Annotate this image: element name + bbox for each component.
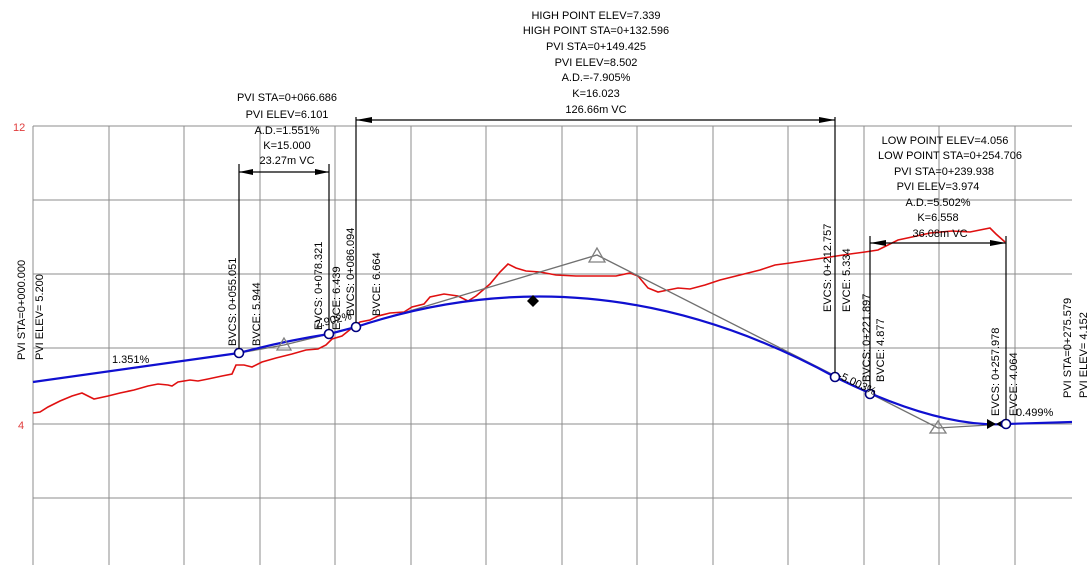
curve3-pvi-elev: PVI ELEV=3.974 bbox=[897, 181, 980, 193]
curve3-ad: A.D.=5.502% bbox=[905, 197, 970, 209]
grade-label-1: 1.351% bbox=[112, 354, 150, 366]
curve1-vc-length: 23.27m VC bbox=[259, 155, 314, 167]
curve2-info: HIGH POINT ELEV=7.339 HIGH POINT STA=0+1… bbox=[523, 10, 669, 116]
curve1-bvc-sta: BVCS: 0+055.051 bbox=[227, 258, 239, 346]
low-point-marker bbox=[987, 419, 996, 429]
curve2-vc-length: 126.66m VC bbox=[565, 104, 626, 116]
elevation-label-12: 12 bbox=[13, 122, 25, 134]
curve3-evc-sta: EVCS: 0+257.978 bbox=[990, 328, 1002, 416]
curve-dimension-lines bbox=[238, 117, 1007, 420]
curve3-evc-elev: EVCE: 4.064 bbox=[1008, 352, 1020, 416]
curve2-bvc-sta: BVCS: 0+086.094 bbox=[345, 228, 357, 316]
bvc-point-curve2 bbox=[350, 321, 362, 333]
curve3-k: K=6.558 bbox=[917, 212, 958, 224]
curve2-ad: A.D.=-7.905% bbox=[562, 72, 631, 84]
curve2-pvi-elev: PVI ELEV=8.502 bbox=[555, 57, 638, 69]
profile-grid bbox=[32, 125, 1072, 565]
end-pvi-sta: PVI STA=0+275.579 bbox=[1062, 298, 1074, 398]
curve2-bvc-elev: BVCE: 6.664 bbox=[371, 252, 383, 316]
bvc-point-curve1 bbox=[233, 347, 245, 359]
existing-ground-line bbox=[32, 227, 1006, 414]
curve1-pvi-sta: PVI STA=0+066.686 bbox=[237, 92, 337, 104]
curve1-pvi-elev: PVI ELEV=6.101 bbox=[246, 109, 329, 121]
high-point-diamond bbox=[527, 295, 539, 307]
curve1-bvc-elev: BVCE: 5.944 bbox=[251, 282, 263, 346]
curve3-pvi-sta: PVI STA=0+239.938 bbox=[894, 166, 994, 178]
curve3-low-point-elev: LOW POINT ELEV=4.056 bbox=[882, 135, 1009, 147]
station-labels: BVCS: 0+055.051 BVCE: 5.944 EVCS: 0+078.… bbox=[16, 224, 1090, 416]
pvi-triangle-1 bbox=[275, 336, 293, 351]
curve2-high-point-elev: HIGH POINT ELEV=7.339 bbox=[531, 10, 660, 22]
curve2-evc-sta: EVCS: 0+212.757 bbox=[822, 224, 834, 312]
curve2-high-point-sta: HIGH POINT STA=0+132.596 bbox=[523, 25, 669, 37]
pvi-markers bbox=[275, 246, 948, 434]
curve1-evc-sta: EVCS: 0+078.321 bbox=[313, 242, 325, 330]
curve3-low-point-sta: LOW POINT STA=0+254.706 bbox=[878, 150, 1022, 162]
curve-points bbox=[233, 321, 1012, 430]
curve2-k: K=16.023 bbox=[572, 88, 619, 100]
evc-point-curve3 bbox=[1000, 418, 1012, 430]
design-profile-line bbox=[32, 295, 1073, 426]
end-pvi-elev: PVI ELEV= 4.152 bbox=[1078, 312, 1090, 398]
curve3-bvc-elev: BVCE: 4.877 bbox=[875, 318, 887, 382]
curve1-k: K=15.000 bbox=[263, 140, 310, 152]
start-pvi-elev: PVI ELEV= 5.200 bbox=[34, 274, 46, 360]
curve3-vc-length: 36.08m VC bbox=[912, 228, 967, 240]
elevation-label-4: 4 bbox=[18, 420, 24, 432]
curve3-bvc-sta: BVCS: 0+221.897 bbox=[861, 294, 873, 382]
curve1-evc-elev: EVCE: 6.439 bbox=[331, 266, 343, 330]
curve2-pvi-sta: PVI STA=0+149.425 bbox=[546, 41, 646, 53]
curve3-info: LOW POINT ELEV=4.056 LOW POINT STA=0+254… bbox=[878, 135, 1022, 240]
start-pvi-sta: PVI STA=0+000.000 bbox=[16, 260, 28, 360]
pvi-triangle-3 bbox=[928, 419, 948, 434]
curve1-info: PVI STA=0+066.686 PVI ELEV=6.101 A.D.=1.… bbox=[237, 92, 337, 167]
vertical-tangent-lines bbox=[238, 254, 1073, 429]
grade-label-4: 0.499% bbox=[1016, 407, 1054, 419]
curve1-ad: A.D.=1.551% bbox=[254, 125, 319, 137]
pvi-triangle-2 bbox=[587, 246, 607, 263]
curve2-evc-elev: EVCE: 5.334 bbox=[841, 248, 853, 312]
